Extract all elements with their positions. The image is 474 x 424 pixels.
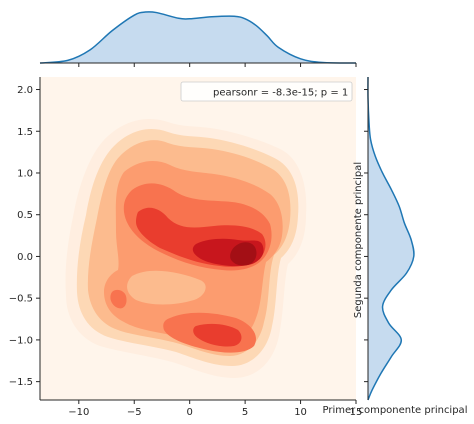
right-marginal-line	[367, 76, 415, 401]
legend-box	[180, 81, 353, 102]
legend: pearsonr = -8.3e-15; p = 1	[180, 81, 353, 102]
x-tick-label: 0	[186, 407, 192, 418]
top-marginal-line	[39, 10, 357, 64]
y-tick-label: −0.5	[9, 294, 33, 305]
main-plot: −10 −5 0 5 10 15 −1.5 −1.0 −0.5 0.0 0.5 1.0 1.5 2.0	[9, 77, 362, 418]
right-marginal-ticks	[364, 89, 368, 383]
top-marginal-fill	[40, 11, 356, 63]
y-tick-label: −1.5	[9, 377, 33, 388]
x-tick-label: 10	[294, 407, 307, 418]
kde-level-5-left	[110, 289, 127, 309]
kde-level-8	[230, 242, 257, 266]
x-tick-label: −10	[68, 407, 89, 418]
right-marginal	[364, 76, 415, 401]
top-marginal	[39, 10, 357, 67]
y-tick-label: −1.0	[9, 335, 33, 346]
kde-contours	[65, 118, 307, 379]
x-tick-label: 15	[350, 407, 363, 418]
x-axis-label: Primer componente principal	[323, 405, 468, 416]
y-axis-ticks: −1.5 −1.0 −0.5 0.0 0.5 1.0 1.5 2.0	[9, 85, 40, 388]
pearsonr-annotation: pearsonr = -8.3e-15; p = 1	[213, 88, 348, 99]
x-axis-ticks: −10 −5 0 5 10 15	[68, 400, 362, 418]
right-marginal-fill	[367, 77, 414, 400]
top-marginal-ticks	[78, 63, 357, 67]
y-tick-label: 1.0	[17, 168, 33, 179]
y-tick-label: 2.0	[17, 85, 33, 96]
y-tick-label: 0.5	[17, 210, 33, 221]
y-tick-label: 1.5	[17, 127, 33, 138]
kde-level-6-lower	[193, 323, 242, 347]
x-tick-label: −5	[127, 407, 142, 418]
y-tick-label: 0.0	[17, 252, 33, 263]
x-tick-label: 5	[242, 407, 248, 418]
y-axis-label: Segunda componente principal	[353, 162, 364, 318]
kde-level-4-valley	[127, 270, 206, 305]
